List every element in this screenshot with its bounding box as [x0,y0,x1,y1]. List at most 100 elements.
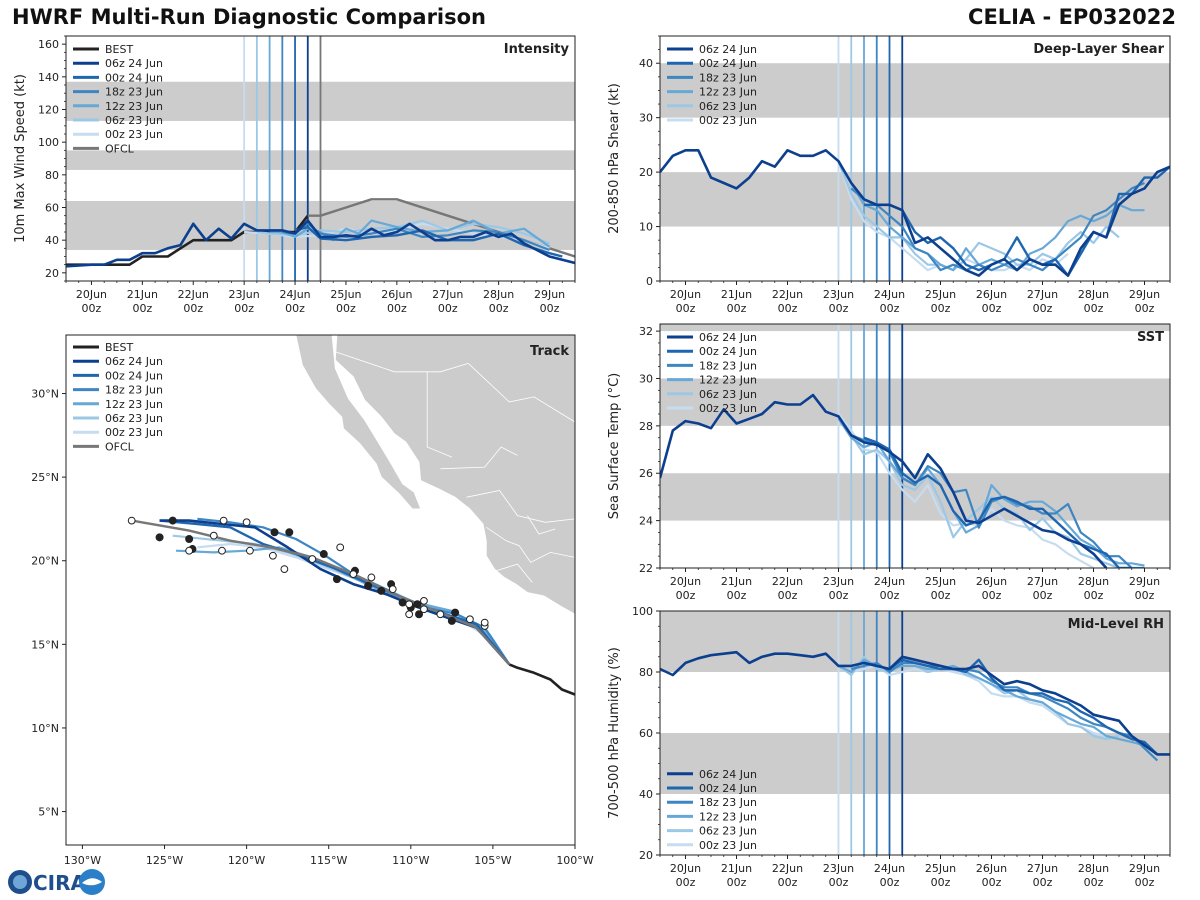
x-tick-sublabel: 00z [982,876,1002,889]
cira-logo-wave-icon [82,878,102,886]
threshold-band [660,63,1170,118]
legend-label: 06z 24 Jun [699,768,757,781]
series-line-06z-24-jun [66,219,575,268]
x-tick-sublabel: 00z [931,876,951,889]
x-tick-sublabel: 00z [489,302,509,315]
series-line-06z-24-jun [660,393,1108,568]
plot-area [660,611,1170,855]
state-border [426,371,453,458]
y-axis-label: 200-850 hPa Shear (kt) [607,83,622,234]
chart-intensity: 2040608010012014016020Jun00z21Jun00z22Ju… [13,35,576,315]
y-tick-label: 15°N [31,638,59,651]
x-tick-label: 28Jun [1078,575,1109,588]
track-marker-open [405,600,414,609]
legend-label: 18z 23 Jun [699,359,757,372]
x-tick-label: 29Jun [1129,288,1160,301]
legend-label: 06z 23 Jun [699,100,757,113]
x-tick-sublabel: 00z [676,876,696,889]
series-line-00z-24-jun [863,658,1159,756]
legend-label: 18z 23 Jun [105,86,163,99]
series-line-12z-23-jun [837,160,1145,272]
panel-title: Deep-Layer Shear [1033,42,1164,57]
state-border [440,446,518,470]
x-tick-sublabel: 00z [829,589,849,602]
y-tick-label: 80 [45,169,59,182]
x-tick-sublabel: 00z [438,302,458,315]
legend-label: 18z 23 Jun [105,384,163,397]
x-tick-sublabel: 00z [234,302,254,315]
x-tick-sublabel: 00z [1135,589,1155,602]
x-tick-label: 26Jun [976,575,1007,588]
y-tick-label: 10°N [31,722,59,735]
x-tick-label: 24Jun [874,575,905,588]
threshold-band [660,378,1170,426]
threshold-band [660,324,1170,332]
x-tick-label: 24Jun [874,862,905,875]
x-tick-label: 23Jun [823,288,854,301]
plot-area [660,324,1170,568]
y-tick-label: 20°N [31,555,59,568]
axes-frame [65,334,576,846]
series-line-00z-24-jun [294,225,563,258]
legend-label: 00z 24 Jun [105,369,163,382]
chart-sst: 22242628303220Jun00z21Jun00z22Jun00z23Ju… [607,323,1171,602]
legend-label: 06z 23 Jun [105,114,163,127]
x-tick-sublabel: 00z [183,302,203,315]
track-marker-open [466,615,474,624]
x-tick-sublabel: 00z [982,589,1002,602]
track-marker-open [420,596,428,605]
y-tick-label: 24 [639,515,653,528]
legend-label: 06z 24 Jun [105,57,163,70]
y-tick-label: 60 [639,727,653,740]
x-tick-sublabel: 00z [132,302,152,315]
x-tick-label: 100°W [556,854,593,867]
x-tick-label: 22Jun [772,862,803,875]
y-tick-label: 140 [38,71,59,84]
series-line-18z-23-jun [282,222,550,252]
x-tick-label: 21Jun [721,862,752,875]
y-tick-label: 20 [639,849,653,862]
legend-label: 00z 23 Jun [105,128,163,141]
x-tick-sublabel: 00z [1033,302,1053,315]
state-border [466,490,575,523]
x-tick-label: 22Jun [772,575,803,588]
series-line-00z-23-jun [837,413,1095,568]
x-tick-label: 25Jun [925,288,956,301]
x-tick-sublabel: 00z [540,302,560,315]
x-tick-sublabel: 00z [778,589,798,602]
x-tick-label: 20Jun [670,288,701,301]
track-line-06z-23-jun [172,534,511,666]
x-tick-label: 23Jun [823,862,854,875]
legend-label: 18z 23 Jun [699,71,757,84]
x-tick-sublabel: 00z [1084,589,1104,602]
threshold-band [660,733,1170,794]
track-marker-open [245,546,254,555]
legend-label: 06z 23 Jun [105,412,163,425]
legend-label: 06z 23 Jun [699,825,757,838]
cira-logo: CIRA [8,869,105,895]
x-tick-label: 25Jun [330,288,361,301]
state-border [468,363,575,423]
threshold-band [660,172,1170,227]
x-tick-label: 22Jun [772,288,803,301]
legend-label: 00z 23 Jun [699,839,757,852]
x-tick-sublabel: 00z [1135,302,1155,315]
legend-label: 00z 24 Jun [105,71,163,84]
panel-title: Mid-Level RH [1068,617,1164,632]
x-tick-label: 28Jun [483,288,514,301]
x-tick-sublabel: 00z [880,302,900,315]
x-tick-sublabel: 00z [778,302,798,315]
y-tick-label: 25°N [31,471,59,484]
y-tick-label: 40 [639,57,653,70]
x-tick-sublabel: 00z [1033,589,1053,602]
track-marker-open [336,543,345,552]
state-border [486,526,575,563]
series-line-06z-23-jun [837,160,1120,272]
track-marker-open [185,546,194,555]
x-tick-label: 29Jun [1129,862,1160,875]
